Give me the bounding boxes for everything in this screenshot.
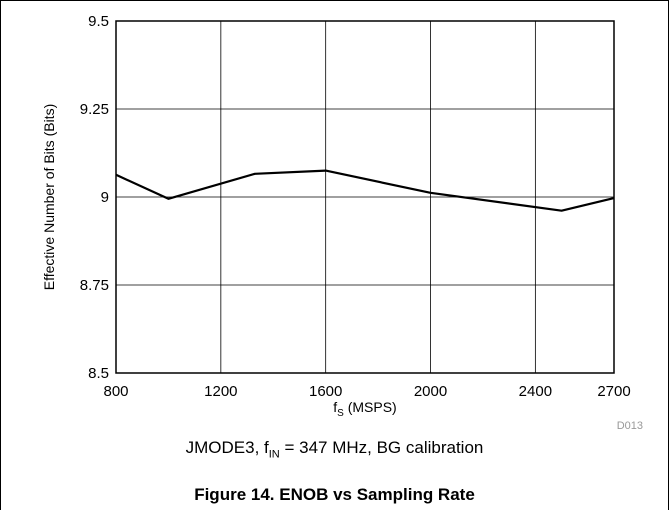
enob-chart: 800 1200 1600 2000 2400 2700 8.58.7599.259.5 … [41,13,643,430]
chart-caption: JMODE3, fIN = 347 MHz, BG calibration [0,438,669,460]
y-axis-label: Effective Number of Bits (Bits) [41,104,57,290]
y-tick-label: 9.5 [88,13,109,30]
x-axis-label: fS (MSPS) [333,399,396,419]
caption-sub: IN [268,448,280,461]
chart-id-label: D013 [617,420,643,430]
y-tick-label: 9 [101,189,109,206]
x-axis-label-rest: (MSPS) [344,399,397,415]
y-tick-label: 9.25 [80,101,109,118]
x-tick-label: 2700 [597,383,630,400]
plot-area-border [115,20,615,374]
x-axis-label-sub: S [337,408,344,419]
x-tick-labels: 800 1200 1600 2000 2400 2700 [103,383,630,400]
y-tick-label: 8.5 [88,365,109,382]
y-tick-labels: 8.5 8.75 9 9.25 9.5 [80,13,109,382]
x-tick-label: 1200 [204,383,237,400]
x-tick-label: 1600 [309,383,342,400]
caption-prefix: JMODE3, f [185,438,269,457]
caption-suffix: = 347 MHz, BG calibration [279,438,484,457]
series-layer [115,169,615,212]
x-axis-label-main: f [333,399,337,415]
horizontal-gridlines [116,108,614,286]
enob-series-line [115,169,615,212]
x-tick-label: 2400 [519,383,552,400]
y-tick-label: 8.75 [80,277,109,294]
x-tick-label: 800 [103,383,128,400]
x-tick-label: 2000 [414,383,447,400]
figure-title: Figure 14. ENOB vs Sampling Rate [194,485,475,504]
